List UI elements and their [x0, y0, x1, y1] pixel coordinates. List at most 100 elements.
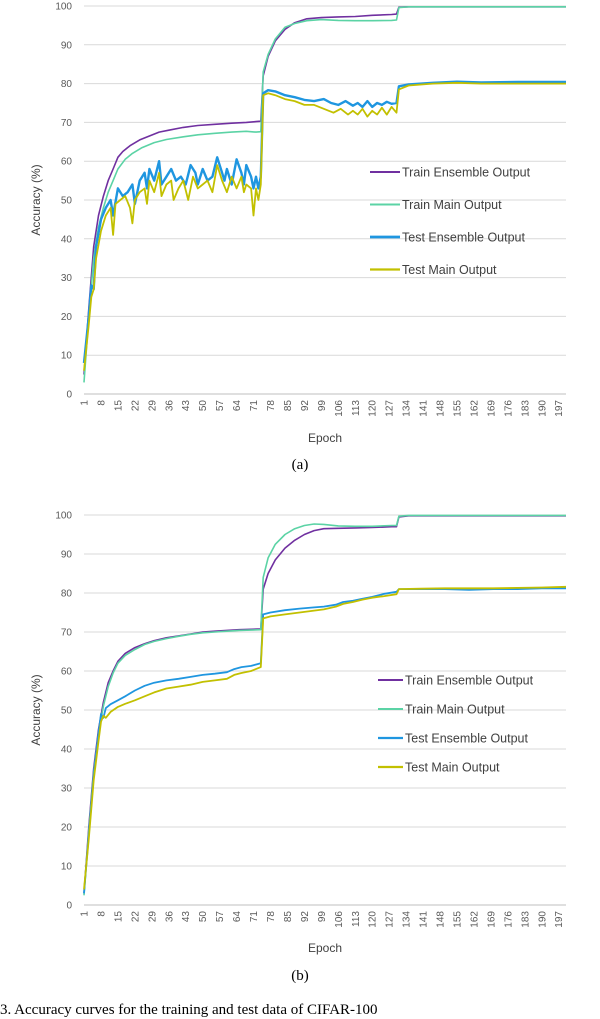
x-tick-label: 148: [436, 400, 447, 417]
y-tick-label: 70: [61, 628, 73, 639]
y-tick-label: 80: [61, 589, 73, 600]
series-line-train-main-output: [83, 514, 566, 896]
x-tick-label: 8: [96, 400, 107, 406]
y-tick-label: 10: [61, 351, 73, 362]
x-tick-label: 183: [520, 400, 531, 417]
caption-a: (a): [291, 457, 309, 473]
chart-a-series: [82, 6, 566, 383]
x-tick-label: 36: [164, 911, 175, 923]
legend-label: Test Ensemble Output: [405, 732, 529, 746]
y-tick-label: 60: [61, 667, 73, 678]
x-tick-label: 127: [385, 911, 396, 928]
x-tick-label: 1: [80, 400, 91, 406]
chart-a: 0 10 20 30 40 50 60 70 80 90 100 1 8 15 22 29 36 43 50 57 6…: [29, 2, 566, 445]
y-tick-label: 20: [61, 312, 73, 323]
x-tick-label: 169: [486, 400, 497, 417]
x-tick-label: 64: [232, 400, 243, 412]
x-tick-label: 134: [402, 911, 413, 928]
x-tick-label: 190: [537, 911, 548, 928]
x-tick-label: 57: [215, 400, 226, 412]
y-tick-label: 20: [61, 823, 73, 834]
y-tick-label: 0: [66, 901, 72, 912]
x-tick-label: 148: [436, 911, 447, 928]
x-tick-label: 106: [334, 911, 345, 928]
series-line-test-main-output: [83, 81, 566, 371]
chart-a-legend: Train Ensemble Output Train Main Output Te…: [370, 166, 531, 277]
y-tick-label: 90: [61, 550, 73, 561]
x-tick-label: 50: [198, 911, 209, 923]
chart-a-x-ticks: 1 8 15 22 29 36 43 50 57 64 71 78 85 92 99 106 113 120 127…: [80, 400, 566, 417]
x-tick-label: 197: [554, 400, 565, 417]
x-tick-label: 176: [503, 400, 514, 417]
x-tick-label: 92: [300, 400, 311, 412]
x-tick-label: 106: [334, 400, 345, 417]
x-tick-label: 85: [283, 400, 294, 412]
x-tick-label: 36: [164, 400, 175, 412]
x-tick-label: 155: [453, 911, 464, 928]
y-tick-label: 50: [61, 196, 73, 207]
legend-label: Test Main Output: [402, 263, 497, 277]
x-tick-label: 29: [147, 911, 158, 923]
legend-label: Train Main Output: [402, 198, 502, 212]
y-tick-label: 50: [61, 706, 73, 717]
chart-b-x-axis-title: Epoch: [308, 941, 342, 955]
y-tick-label: 30: [61, 273, 73, 284]
x-tick-label: 134: [402, 400, 413, 417]
x-tick-label: 22: [130, 400, 141, 412]
x-tick-label: 176: [503, 911, 514, 928]
chart-b-y-axis-title: Accuracy (%): [29, 674, 43, 745]
x-tick-label: 71: [249, 400, 260, 412]
x-tick-label: 190: [537, 400, 548, 417]
x-tick-label: 141: [419, 911, 430, 928]
series-line-test-main-output: [83, 585, 567, 890]
y-tick-label: 40: [61, 745, 73, 756]
series-line-train-main-output: [83, 6, 566, 383]
figure-caption: 3. Accuracy curves for the training and …: [0, 1002, 378, 1018]
x-tick-label: 85: [283, 911, 294, 923]
x-tick-label: 22: [130, 911, 141, 923]
x-tick-label: 43: [181, 400, 192, 412]
legend-label: Test Main Output: [405, 761, 500, 775]
x-tick-label: 99: [317, 400, 328, 412]
y-tick-label: 90: [61, 40, 73, 51]
y-tick-label: 100: [55, 2, 72, 13]
x-tick-label: 183: [520, 911, 531, 928]
x-tick-label: 57: [215, 911, 226, 923]
x-tick-label: 8: [96, 911, 107, 917]
chart-b-gridlines: [84, 514, 566, 906]
legend-label: Test Ensemble Output: [402, 231, 526, 245]
chart-b-legend: Train Ensemble Output Train Main Output Te…: [378, 674, 534, 775]
legend-label: Train Ensemble Output: [405, 674, 534, 688]
y-tick-label: 100: [55, 511, 72, 522]
chart-b-y-ticks: 0 10 20 30 40 50 60 70 80 90 100: [55, 511, 72, 912]
x-tick-label: 141: [419, 400, 430, 417]
y-tick-label: 10: [61, 862, 73, 873]
x-tick-label: 78: [266, 911, 277, 923]
x-tick-label: 64: [232, 911, 243, 923]
x-tick-label: 43: [181, 911, 192, 923]
y-tick-label: 0: [66, 390, 72, 401]
x-tick-label: 50: [198, 400, 209, 412]
legend-label: Train Ensemble Output: [402, 166, 531, 180]
y-tick-label: 70: [61, 118, 73, 129]
x-tick-label: 155: [453, 400, 464, 417]
y-tick-label: 30: [61, 784, 73, 795]
x-tick-label: 92: [300, 911, 311, 923]
chart-a-gridlines: [84, 5, 566, 395]
x-tick-label: 113: [351, 911, 362, 927]
x-tick-label: 99: [317, 911, 328, 923]
x-tick-label: 120: [368, 911, 379, 928]
series-line-train-ensemble-output: [83, 6, 566, 375]
y-tick-label: 80: [61, 79, 73, 90]
chart-b: 0 10 20 30 40 50 60 70 80 90 100 1 8 15 22 29 36 43 50 57 6…: [29, 511, 567, 955]
caption-b: (b): [291, 968, 309, 984]
chart-b-x-ticks: 1 8 15 22 29 36 43 50 57 64 71 78 85 92 99 106 113 120 127…: [80, 911, 566, 928]
x-tick-label: 113: [351, 400, 362, 416]
series-line-test-ensemble-output: [82, 80, 566, 364]
x-tick-label: 169: [486, 911, 497, 928]
legend-label: Train Main Output: [405, 703, 505, 717]
chart-b-series: [83, 514, 567, 896]
x-tick-label: 71: [249, 911, 260, 923]
chart-a-y-ticks: 0 10 20 30 40 50 60 70 80 90 100: [55, 2, 72, 401]
x-tick-label: 120: [368, 400, 379, 417]
